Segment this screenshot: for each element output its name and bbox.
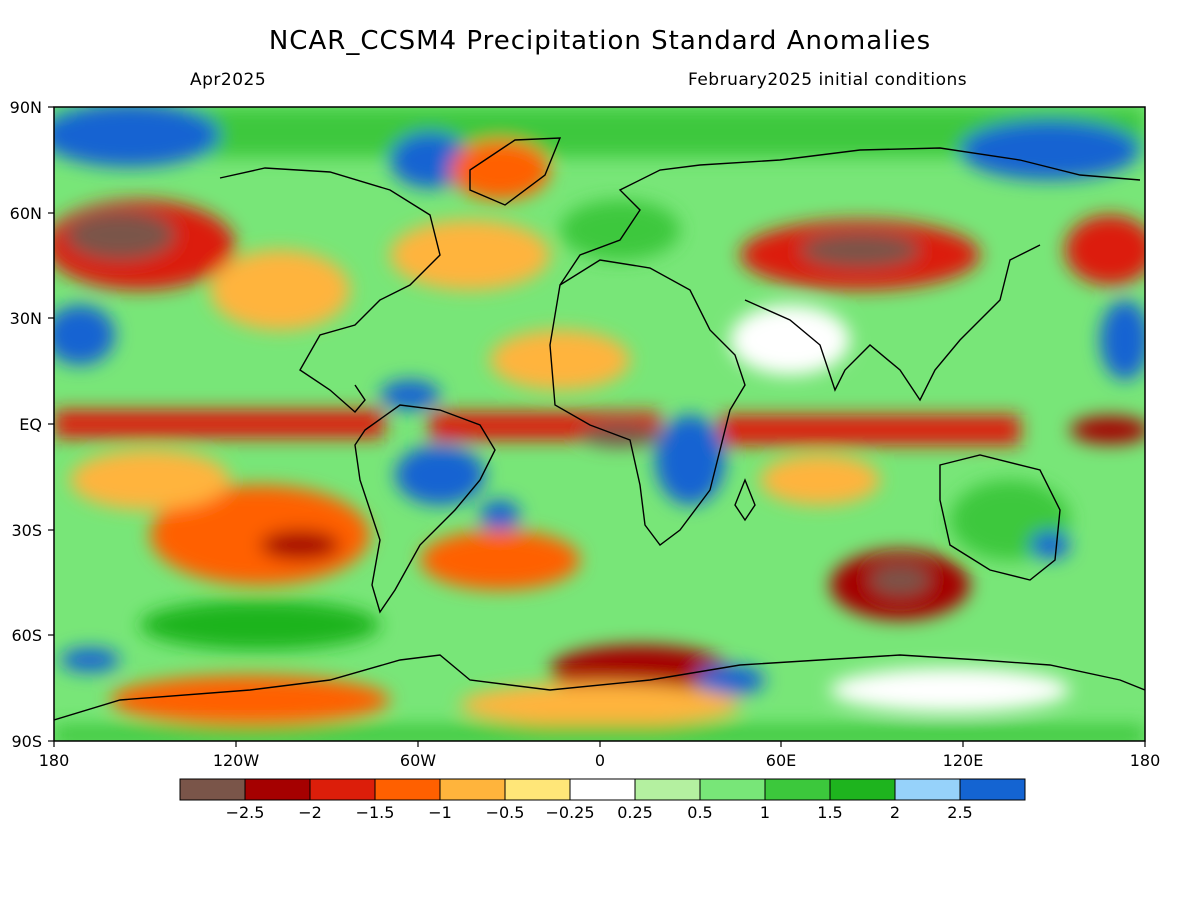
lon-label-120w: 120W — [213, 751, 260, 770]
page-title: NCAR_CCSM4 Precipitation Standard Anomal… — [268, 26, 932, 56]
colorbar-label: 1.5 — [817, 803, 842, 822]
colorbar-swatch — [699, 778, 766, 801]
init-conditions-label: February2025 initial conditions — [688, 70, 968, 90]
colorbar: −2.5 −2 −1.5 −1 −0.5 −0.25 0.25 0.5 1 1.5 2 2.5 — [179, 778, 1026, 822]
colorbar-label: 0.25 — [617, 803, 653, 822]
colorbar-swatch — [439, 778, 506, 801]
lon-label-60w: 60W — [400, 751, 436, 770]
colorbar-swatch — [959, 778, 1026, 801]
colorbar-swatch — [634, 778, 701, 801]
colorbar-label: −1 — [428, 803, 452, 822]
lon-label-0: 0 — [595, 751, 605, 770]
lat-label-30s: 30S — [11, 521, 42, 540]
colorbar-swatch — [504, 778, 571, 801]
colorbar-swatch — [374, 778, 441, 801]
lat-label-eq: EQ — [19, 415, 42, 434]
lat-label-60n: 60N — [10, 204, 42, 223]
colorbar-label: 2 — [890, 803, 900, 822]
lat-label-30n: 30N — [10, 309, 42, 328]
lon-label-120e: 120E — [943, 751, 984, 770]
lon-label-180e: 180 — [1130, 751, 1161, 770]
colorbar-swatch — [894, 778, 961, 801]
colorbar-label: −2.5 — [226, 803, 265, 822]
lat-label-60s: 60S — [11, 626, 42, 645]
colorbar-swatch — [309, 778, 376, 801]
colorbar-swatch — [244, 778, 311, 801]
lon-label-60e: 60E — [766, 751, 796, 770]
coastlines — [54, 137, 1145, 721]
axis-ticks — [48, 106, 1146, 747]
lat-label-90s: 90S — [11, 732, 42, 751]
colorbar-label: −0.25 — [545, 803, 594, 822]
colorbar-swatch — [764, 778, 831, 801]
lat-label-90n: 90N — [10, 98, 42, 117]
colorbar-label: 0.5 — [687, 803, 712, 822]
colorbar-label: 2.5 — [947, 803, 972, 822]
colorbar-label: 1 — [760, 803, 770, 822]
lon-label-180w: 180 — [39, 751, 70, 770]
colorbar-swatch — [829, 778, 896, 801]
colorbar-label: −0.5 — [486, 803, 525, 822]
colorbar-swatch — [179, 778, 246, 801]
anomaly-field — [54, 107, 1145, 741]
target-month-label: Apr2025 — [190, 70, 267, 90]
colorbar-swatch — [569, 778, 636, 801]
colorbar-label: −1.5 — [356, 803, 395, 822]
colorbar-label: −2 — [298, 803, 322, 822]
